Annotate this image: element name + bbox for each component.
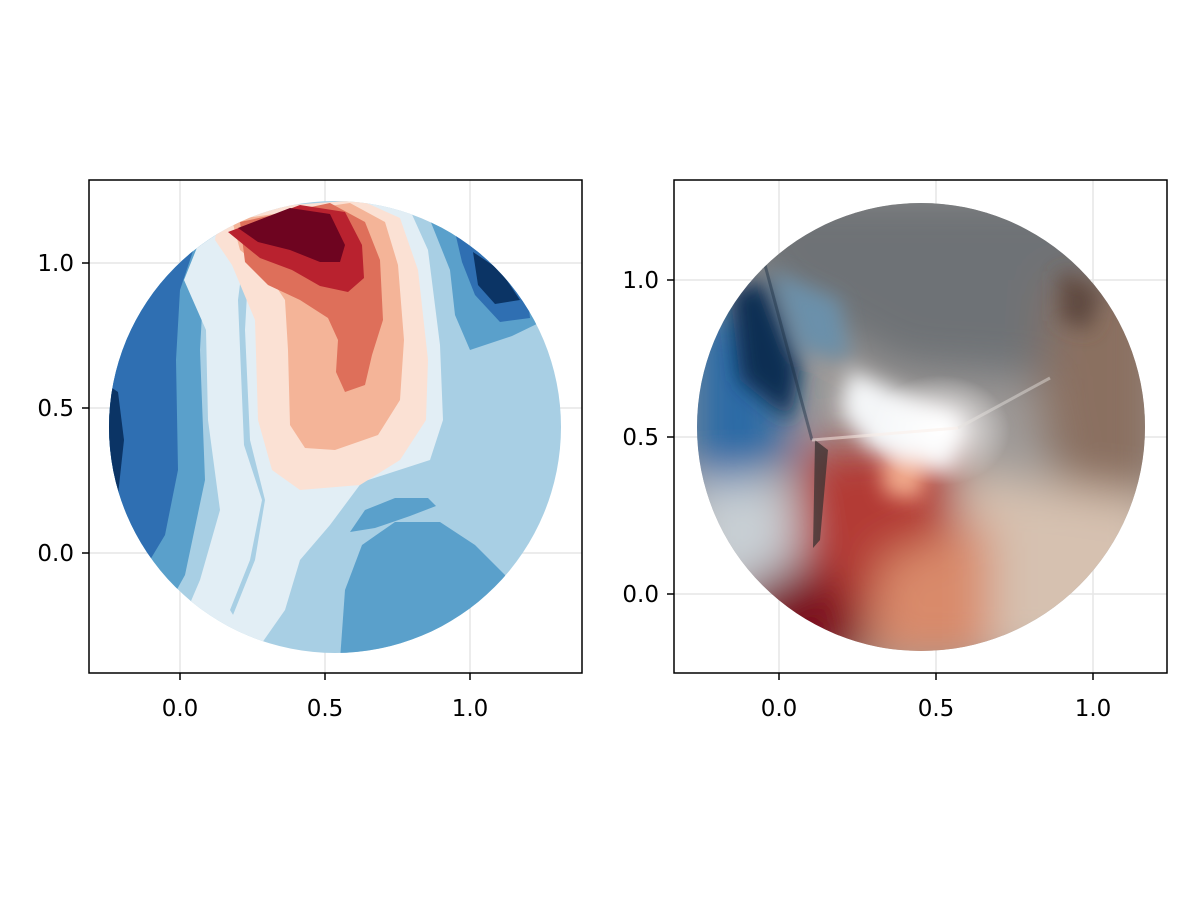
right-panel: 0.0 0.5 1.0 0.0 0.5 1.0 xyxy=(622,179,1168,722)
right-y-tick-label-2: 1.0 xyxy=(622,268,659,294)
surface-dark-crease xyxy=(813,440,828,548)
left-x-tick-label-1: 0.5 xyxy=(307,696,344,722)
right-x-tick-label-2: 1.0 xyxy=(1075,696,1112,722)
surface-facet-darkblue xyxy=(730,280,800,420)
surface-crease-right xyxy=(957,376,1051,430)
right-x-ticks: 0.0 0.5 1.0 xyxy=(761,673,1112,722)
surface-crease-left xyxy=(763,264,814,441)
right-y-tick-label-0: 0.0 xyxy=(622,582,659,608)
left-panel: 0.0 0.5 1.0 0.0 0.5 1.0 xyxy=(37,179,583,722)
left-y-tick-label-0: 0.0 xyxy=(37,541,74,567)
surface-right-brown xyxy=(1040,280,1145,520)
left-y-tick-label-2: 1.0 xyxy=(37,251,74,277)
right-surface xyxy=(697,203,1145,651)
surface-facet-blue-gray xyxy=(770,270,850,360)
surface-bottom-salmon xyxy=(870,520,990,651)
contour-min-right xyxy=(473,252,520,304)
surface-top-gray xyxy=(700,203,1145,380)
right-y-ticks: 0.0 0.5 1.0 xyxy=(622,268,674,608)
left-x-ticks: 0.0 0.5 1.0 xyxy=(162,673,489,722)
left-x-tick-label-2: 1.0 xyxy=(452,696,489,722)
right-x-tick-label-0: 0.0 xyxy=(761,696,798,722)
contour-band-light xyxy=(170,205,262,650)
surface-crease-mid xyxy=(811,426,959,442)
contour-max xyxy=(238,208,345,262)
right-x-tick-label-1: 0.5 xyxy=(918,696,955,722)
right-y-tick-label-1: 0.5 xyxy=(622,425,659,451)
right-axis-frame xyxy=(673,179,1168,674)
left-x-tick-label-0: 0.0 xyxy=(162,696,199,722)
left-y-tick-label-1: 0.5 xyxy=(37,396,74,422)
left-axis-frame xyxy=(88,179,583,674)
contour-island-blue xyxy=(350,498,436,532)
contour-min-left xyxy=(109,380,124,500)
left-y-ticks: 0.0 0.5 1.0 xyxy=(37,251,89,567)
left-contour-fills xyxy=(109,201,561,653)
surface-facet-dark-brown xyxy=(1060,270,1100,330)
